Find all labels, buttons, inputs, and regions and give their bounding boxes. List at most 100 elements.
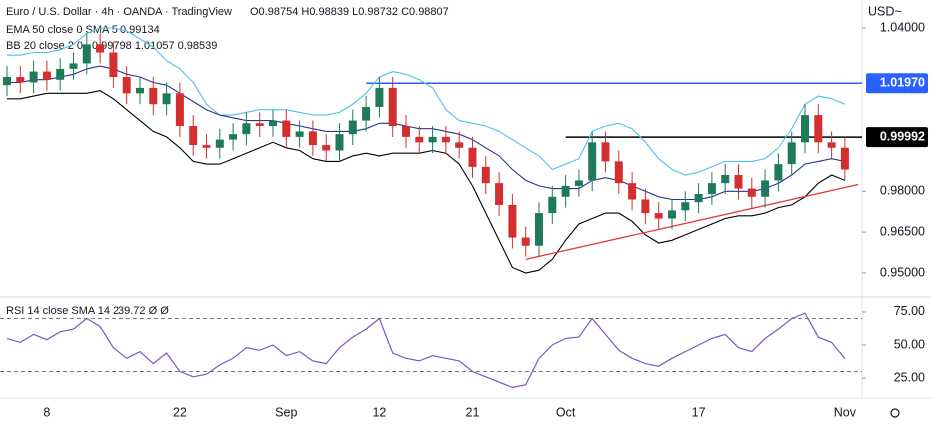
level-label: 0.99992	[880, 129, 925, 143]
indicator-label: BB 20 close 2 0	[6, 40, 83, 52]
candle-body	[282, 120, 291, 137]
candle-body	[721, 174, 730, 184]
indicator-line	[7, 65, 846, 201]
candle-body	[269, 120, 277, 127]
candle-body	[255, 123, 264, 127]
candle-body	[561, 185, 570, 197]
candle-body	[441, 136, 450, 143]
candle-body	[375, 87, 384, 107]
x-tick-label: 8	[43, 405, 50, 419]
y-tick-label: 75.00	[894, 304, 925, 318]
candle-body	[136, 87, 144, 94]
candle-body	[734, 174, 743, 189]
level-label-box	[866, 127, 928, 148]
x-tick-label: 12	[372, 405, 386, 419]
candle-body	[747, 188, 756, 197]
y-tick-label: 0.96500	[880, 224, 925, 238]
candle-body	[668, 210, 676, 219]
candle-body	[42, 71, 51, 80]
candle-body	[787, 142, 796, 165]
candle-body	[827, 142, 836, 148]
candle-body	[535, 213, 543, 246]
candle-body	[308, 131, 317, 146]
candle-body	[295, 131, 304, 137]
candle-body	[415, 136, 424, 143]
indicator-label: EMA 50 close 0 SMA 5	[6, 24, 118, 36]
candle-body	[508, 204, 517, 238]
candle-body	[322, 145, 331, 151]
y-tick-label: 1.04000	[880, 20, 925, 34]
candle-body	[16, 77, 25, 83]
candle-body	[96, 44, 105, 53]
rsi-readout: 39.72 Ø Ø	[118, 305, 169, 317]
candle-body	[348, 120, 357, 135]
x-tick-label: 22	[173, 405, 187, 419]
candle-body	[109, 52, 118, 78]
indicator-readout: 0.99798 1.01057 0.98539	[92, 40, 217, 52]
y-tick-label: 0.95000	[880, 265, 925, 279]
candle-body	[574, 180, 583, 186]
candle-body	[521, 237, 530, 246]
candle-body	[229, 134, 238, 140]
candle-body	[428, 136, 437, 143]
candle-body	[242, 123, 251, 135]
candle-body	[614, 161, 623, 184]
candle-body	[215, 139, 224, 148]
y-tick-label: 50.00	[894, 337, 925, 351]
candle-body	[335, 134, 344, 151]
candle-body	[82, 44, 91, 64]
trendline	[525, 183, 859, 260]
candle-body	[814, 115, 823, 143]
candle-body	[707, 183, 716, 195]
symbol-title: Euro / U.S. Dollar · 4h · OANDA · Tradin…	[6, 6, 232, 18]
ohlc-readout: O0.98754 H0.98839 L0.98732 C0.98807	[250, 6, 449, 18]
candle-body	[69, 63, 78, 69]
candle-body	[468, 147, 477, 167]
level-label-box	[866, 73, 928, 94]
x-tick-label: Oct	[556, 405, 576, 419]
candle-body	[801, 115, 809, 143]
indicator-line	[7, 27, 846, 176]
candle-body	[388, 87, 397, 127]
candle-body	[56, 68, 65, 80]
candle-body	[654, 213, 663, 219]
settings-icon[interactable]	[890, 408, 900, 418]
candle-body	[761, 180, 770, 197]
candle-body	[122, 77, 131, 94]
candle-body	[694, 194, 703, 203]
candle-body	[840, 147, 849, 170]
candle-body	[601, 142, 610, 162]
rsi-label: RSI 14 close SMA 14 2	[6, 305, 119, 317]
candle-body	[548, 196, 557, 214]
candle-body	[641, 199, 650, 214]
x-tick-label: 21	[466, 405, 480, 419]
x-tick-label: 17	[692, 405, 706, 419]
candle-body	[681, 202, 690, 211]
y-tick-label: 25.00	[894, 370, 925, 384]
candle-body	[628, 183, 637, 200]
indicator-readout: 0.99134	[120, 24, 160, 36]
candle-body	[495, 183, 504, 205]
y-axis-label: USD~	[868, 4, 902, 18]
candle-body	[588, 142, 597, 181]
candle-body	[189, 126, 198, 146]
candle-body	[402, 126, 410, 137]
x-tick-label: Nov	[834, 405, 857, 419]
candle-body	[774, 164, 783, 181]
candle-body	[175, 93, 184, 127]
candle-body	[362, 106, 371, 121]
level-label: 1.01970	[880, 76, 925, 90]
candle-body	[202, 145, 211, 148]
candle-body	[455, 142, 464, 148]
x-tick-label: Sep	[275, 405, 297, 419]
candle-body	[149, 87, 158, 105]
candle-body	[29, 71, 38, 83]
rsi-line	[6, 312, 846, 389]
candle-body	[481, 166, 490, 184]
candle-body	[162, 93, 171, 105]
y-tick-label: 0.98000	[880, 184, 925, 198]
indicator-line	[7, 90, 846, 274]
